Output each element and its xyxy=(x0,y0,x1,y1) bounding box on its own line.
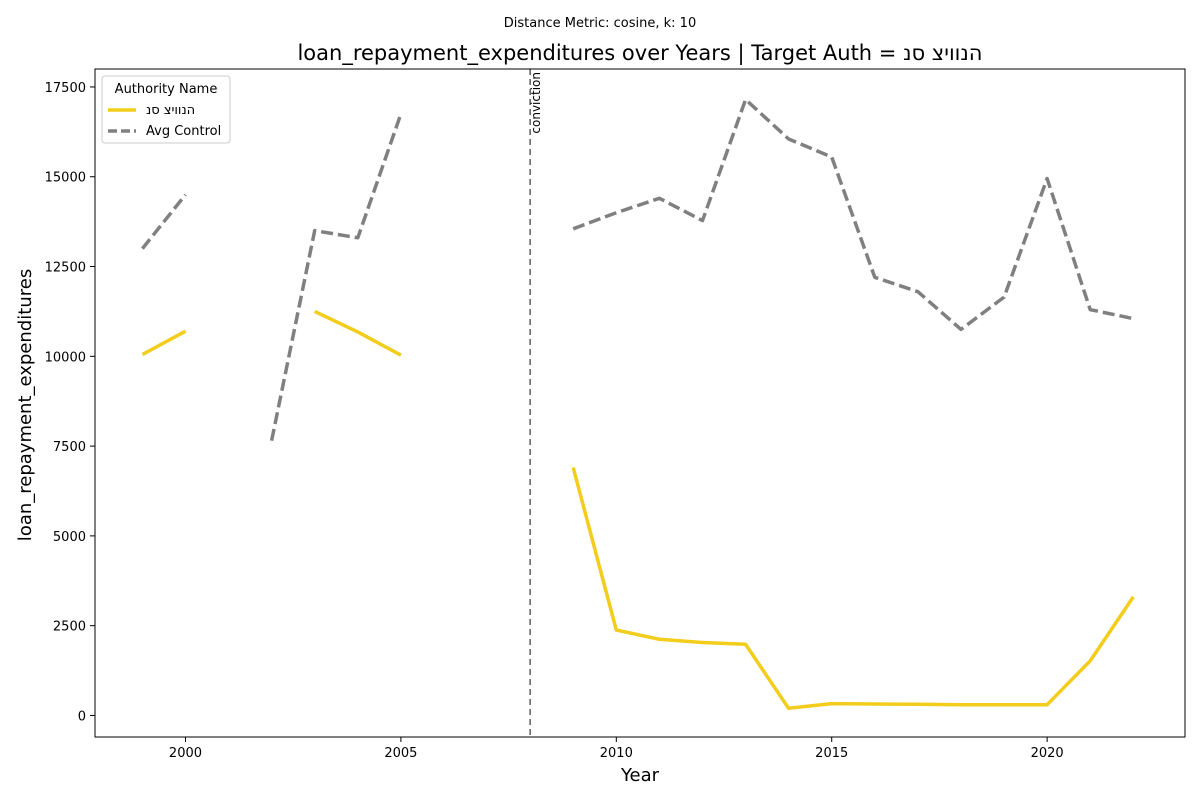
chart-title: loan_repayment_expenditures over Years |… xyxy=(297,41,982,66)
plot-area: conviction 2000 2005 2010 2015 2020 0 2500 5000 7… xyxy=(45,68,1186,761)
legend-label: Avg Control xyxy=(146,124,221,139)
annotation-label: conviction xyxy=(529,72,543,134)
y-tick-label: 7500 xyxy=(53,440,86,455)
series-line xyxy=(571,467,1135,711)
y-tick-label: 5000 xyxy=(53,530,86,545)
plot-frame xyxy=(94,68,1186,738)
legend-box xyxy=(101,75,231,144)
legend: Authority Name הנוויצ סנ Avg Control xyxy=(101,75,231,144)
y-tick-label: 2500 xyxy=(53,620,86,635)
y-tick-label: 17500 xyxy=(45,81,86,96)
x-tick-label: 2020 xyxy=(1031,746,1064,761)
y-tick-label: 12500 xyxy=(45,261,86,276)
series-line xyxy=(141,193,187,250)
series-line xyxy=(313,309,402,357)
x-tick-label: 2010 xyxy=(600,746,633,761)
series-line xyxy=(141,329,187,357)
legend-label: הנוויצ סנ xyxy=(146,103,195,118)
y-tick-label: 0 xyxy=(78,709,86,724)
chart-suptitle: Distance Metric: cosine, k: 10 xyxy=(504,16,696,31)
x-tick-label: 2015 xyxy=(815,746,848,761)
y-tick-label: 10000 xyxy=(45,350,86,365)
series-line xyxy=(572,97,1134,332)
series-line xyxy=(269,113,403,442)
legend-title: Authority Name xyxy=(115,82,218,97)
x-axis-title: Year xyxy=(620,765,660,786)
x-tick-label: 2005 xyxy=(384,746,417,761)
y-tick-label: 15000 xyxy=(45,171,86,186)
y-axis-title: loan_repayment_expenditures xyxy=(15,269,36,541)
chart-title-text: loan_repayment_expenditures over Years |… xyxy=(297,41,982,66)
x-tick-label: 2000 xyxy=(169,746,202,761)
